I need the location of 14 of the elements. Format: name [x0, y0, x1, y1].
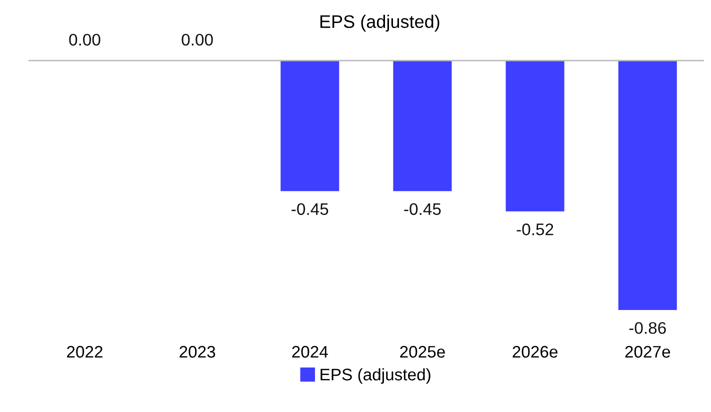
legend-label: EPS (adjusted): [320, 368, 430, 384]
x-tick-label: 2023: [180, 346, 216, 358]
x-tick-label: 2026e: [512, 346, 558, 358]
x-tick-label: 2024: [292, 346, 328, 358]
data-label: 0.00: [69, 34, 100, 46]
x-tick-label: 2027e: [625, 346, 670, 358]
x-tick-label: 2022: [67, 346, 102, 358]
data-label: -0.45: [292, 203, 328, 216]
data-label: 0.00: [182, 34, 213, 46]
data-label: -0.86: [629, 322, 666, 334]
data-label: -0.45: [404, 203, 441, 216]
data-label: -0.52: [516, 224, 554, 236]
chart-title: EPS (adjusted): [320, 14, 440, 32]
x-tick-label: 2025e: [400, 346, 445, 358]
